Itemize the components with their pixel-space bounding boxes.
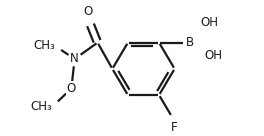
Text: OH: OH [201, 16, 219, 29]
Text: CH₃: CH₃ [33, 39, 55, 52]
Text: O: O [83, 5, 92, 18]
Text: B: B [186, 36, 194, 49]
Text: CH₃: CH₃ [31, 100, 53, 113]
Text: F: F [171, 121, 178, 134]
Text: O: O [67, 82, 76, 95]
Text: N: N [70, 52, 79, 66]
Text: OH: OH [204, 49, 222, 62]
